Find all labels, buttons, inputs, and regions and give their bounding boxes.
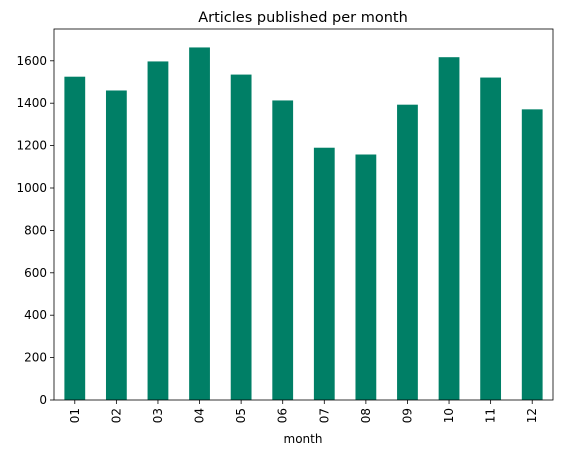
x-tick-label: 10 [442, 408, 456, 423]
x-tick-label: 02 [109, 408, 123, 423]
x-tick-label: 01 [68, 408, 82, 423]
bar-07 [313, 147, 335, 400]
chart-title: Articles published per month [198, 10, 408, 26]
bar-12 [521, 109, 543, 401]
bar-09 [397, 104, 418, 401]
y-tick-label: 800 [24, 223, 47, 237]
y-axis: 0 200 400 600 800 1000 1200 1400 1600 [16, 54, 54, 407]
x-tick-label: 12 [525, 408, 539, 423]
x-tick-label: 03 [151, 408, 165, 423]
y-tick-label: 600 [24, 266, 47, 280]
bar-06 [272, 100, 294, 400]
x-tick-label: 05 [234, 408, 248, 423]
x-tick-label: 08 [359, 408, 373, 423]
x-axis-label: month [284, 432, 323, 446]
y-tick-label: 1600 [16, 54, 47, 68]
y-tick-label: 400 [24, 308, 47, 322]
bar-01 [64, 76, 86, 400]
bar-11 [480, 77, 502, 400]
bar-10 [438, 57, 460, 401]
x-tick-label: 04 [193, 408, 207, 423]
bars-group [64, 47, 543, 401]
y-tick-label: 200 [24, 351, 47, 365]
x-axis: 01 02 03 04 05 06 07 08 09 10 11 12 [68, 400, 539, 423]
bar-03 [147, 61, 169, 400]
y-tick-label: 0 [39, 393, 47, 407]
bar-05 [230, 74, 252, 400]
bar-04 [189, 47, 210, 400]
bar-08 [355, 154, 377, 400]
x-tick-label: 11 [484, 408, 498, 423]
plot-frame [53, 28, 554, 401]
y-tick-label: 1000 [16, 181, 47, 195]
y-tick-label: 1200 [16, 139, 47, 153]
y-tick-label: 1400 [16, 96, 47, 110]
x-tick-label: 07 [317, 408, 331, 423]
x-tick-label: 06 [276, 408, 290, 423]
bar-02 [105, 90, 127, 400]
x-tick-label: 09 [400, 408, 414, 423]
